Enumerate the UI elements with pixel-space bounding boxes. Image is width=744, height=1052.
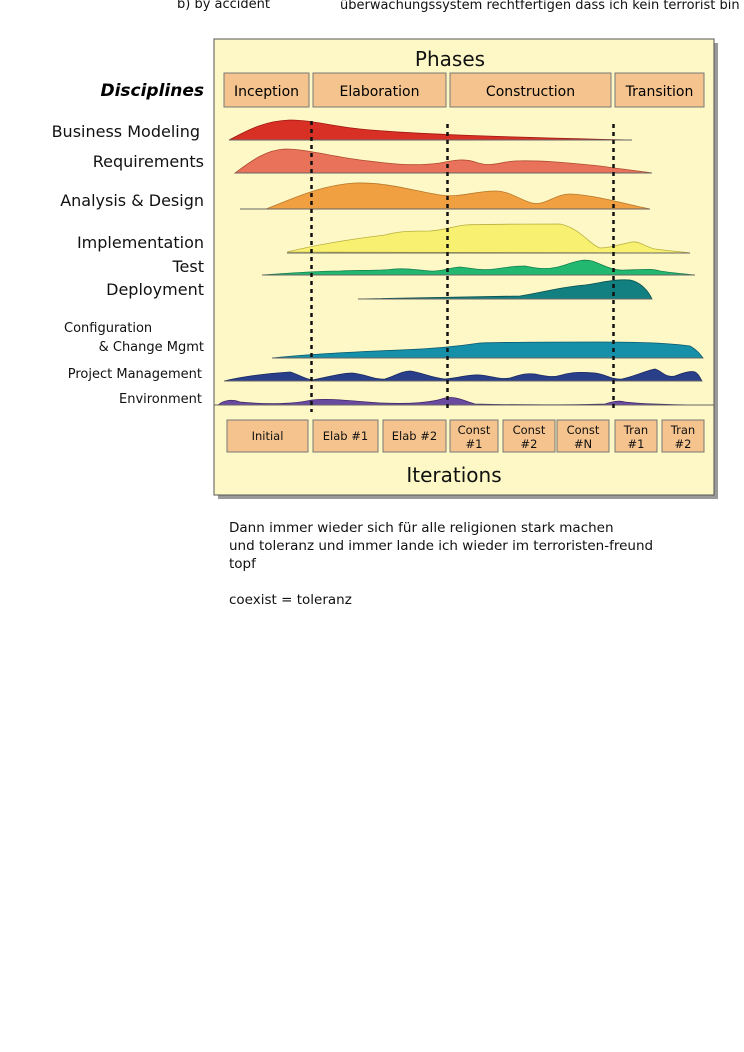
iteration-const1-label: Const	[458, 423, 491, 437]
curve-requirements	[233, 148, 653, 174]
rup-diagram: Phases Inception Elaboration Constructio…	[0, 0, 744, 520]
discipline-label-deployment: Deployment	[106, 280, 204, 299]
iteration-initial-label: Initial	[252, 429, 284, 443]
discipline-label-test: Test	[171, 257, 204, 276]
iteration-constn-box	[556, 419, 610, 453]
discipline-labels: Business Modeling Requirements Analysis …	[52, 122, 204, 407]
phase-inception-label: Inception	[234, 84, 299, 100]
iteration-const2-number: #2	[521, 437, 538, 451]
iteration-elab1-label: Elab #1	[323, 429, 368, 443]
diagram-panel	[213, 38, 715, 496]
phase-transition-label: Transition	[625, 84, 694, 100]
phase-boxes: Inception Elaboration Construction Trans…	[223, 72, 705, 108]
comment-line-4: coexist = toleranz	[229, 592, 352, 608]
iteration-constn-label: Const	[567, 423, 600, 437]
fragment-left-text: b) by accident	[177, 0, 270, 12]
iteration-tran1-number: #1	[628, 437, 645, 451]
comment-line-2: und toleranz und immer lande ich wieder …	[229, 538, 654, 554]
iteration-tran2-box	[661, 419, 705, 453]
curve-implementation	[286, 223, 691, 254]
iteration-tran2-label: Tran	[670, 423, 695, 437]
comment-line-3: topf	[229, 556, 256, 572]
iteration-const1-box	[449, 419, 499, 453]
curve-config-change-mgmt	[271, 341, 704, 359]
workload-curves	[214, 119, 715, 406]
curve-analysis-design	[265, 182, 651, 210]
curve-project-management	[223, 368, 703, 382]
discipline-label-project-management: Project Management	[68, 367, 202, 382]
discipline-label-requirements: Requirements	[93, 152, 204, 171]
iteration-boxes: Initial Elab #1 Elab #2 Const #1 Const #…	[226, 419, 705, 453]
discipline-label-business-modeling: Business Modeling	[52, 122, 200, 141]
phase-elaboration-box	[312, 72, 447, 108]
phase-boundaries	[310, 121, 615, 412]
phase-elaboration-label: Elaboration	[340, 84, 420, 100]
fragment-right-text: überwachungssystem rechtfertigen dass ic…	[340, 0, 740, 13]
iteration-elab2-box	[382, 419, 447, 453]
discipline-label-change-mgmt: & Change Mgmt	[99, 340, 204, 355]
iteration-elab1-box	[312, 419, 379, 453]
phase-construction-label: Construction	[486, 84, 575, 100]
iterations-title: Iterations	[406, 463, 501, 487]
iteration-constn-number: #N	[574, 437, 592, 451]
phase-inception-box	[223, 72, 310, 108]
comment-text: Dann immer wieder sich für alle religion…	[229, 519, 699, 609]
phase-transition-box	[614, 72, 705, 108]
phase-construction-box	[449, 72, 612, 108]
iteration-tran1-box	[614, 419, 658, 453]
iteration-elab2-label: Elab #2	[392, 429, 437, 443]
curve-business-modeling	[228, 119, 633, 141]
discipline-label-configuration: Configuration	[64, 321, 152, 336]
curve-test	[261, 259, 696, 276]
iteration-tran1-label: Tran	[623, 423, 648, 437]
iteration-const2-box	[502, 419, 556, 453]
phases-title: Phases	[415, 47, 485, 71]
curve-deployment	[357, 279, 653, 300]
iteration-const1-number: #1	[466, 437, 483, 451]
discipline-label-environment: Environment	[119, 392, 202, 407]
discipline-label-analysis-design: Analysis & Design	[60, 191, 204, 210]
iteration-initial-box	[226, 419, 309, 453]
iteration-tran2-number: #2	[675, 437, 692, 451]
iteration-const2-label: Const	[513, 423, 546, 437]
comment-line-1: Dann immer wieder sich für alle religion…	[229, 520, 614, 536]
discipline-label-implementation: Implementation	[77, 233, 204, 252]
disciplines-heading: Disciplines	[100, 81, 204, 101]
